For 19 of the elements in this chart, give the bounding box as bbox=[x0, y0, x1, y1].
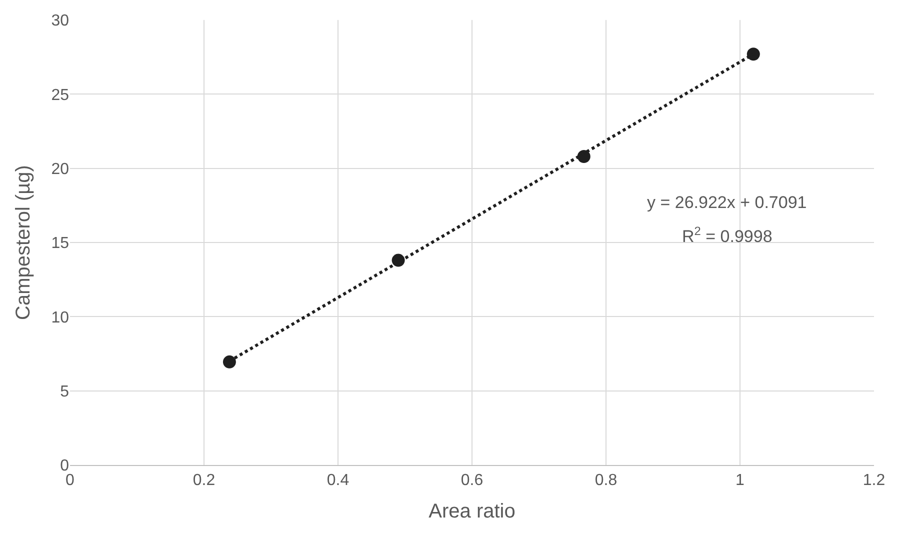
point bbox=[222, 355, 236, 368]
x-tick-label: 1.2 bbox=[862, 472, 886, 490]
y-tick-label: 25 bbox=[51, 86, 70, 104]
y-axis-title: Campesterol (µg) bbox=[12, 165, 35, 320]
x-tick-label: 0.8 bbox=[594, 472, 618, 490]
y-tick-label: 15 bbox=[51, 235, 70, 252]
x-tick-label: 0.6 bbox=[460, 472, 484, 490]
x-tick-label: 0.2 bbox=[192, 472, 216, 490]
y-tick-label: 5 bbox=[60, 383, 70, 400]
y-tick-label: 30 bbox=[51, 12, 70, 30]
y-tick-label: 0 bbox=[60, 458, 70, 475]
point bbox=[746, 48, 760, 61]
x-tick-label: 1 bbox=[736, 472, 745, 490]
annotation: R$^{2}$ = 0.9998 bbox=[682, 224, 772, 246]
x-tick-label: 0.4 bbox=[326, 472, 350, 490]
y-tick-label: 20 bbox=[51, 160, 70, 178]
x-axis-title: Area ratio bbox=[428, 500, 516, 523]
y-tick-label: 10 bbox=[51, 309, 70, 326]
annotation: y = 26.922x + 0.7091 bbox=[647, 193, 807, 212]
